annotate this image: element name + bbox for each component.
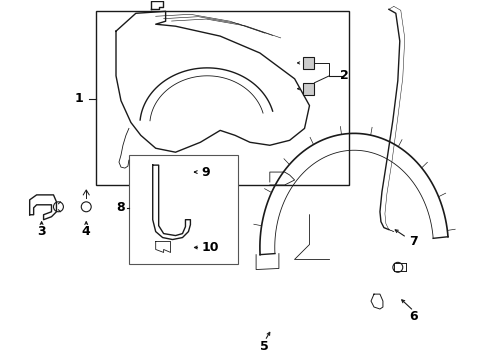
- Text: 6: 6: [409, 310, 418, 323]
- Text: 4: 4: [82, 225, 91, 238]
- Bar: [302, 57, 315, 69]
- Bar: [302, 83, 315, 95]
- Bar: [96, 11, 349, 185]
- Text: 3: 3: [37, 225, 46, 238]
- Bar: [129, 155, 238, 264]
- Text: 9: 9: [201, 166, 210, 179]
- Text: 7: 7: [409, 235, 418, 248]
- Text: 8: 8: [117, 201, 125, 214]
- Text: 10: 10: [201, 241, 219, 254]
- Text: 5: 5: [261, 340, 269, 353]
- Text: 1: 1: [75, 92, 84, 105]
- Text: 2: 2: [340, 69, 348, 82]
